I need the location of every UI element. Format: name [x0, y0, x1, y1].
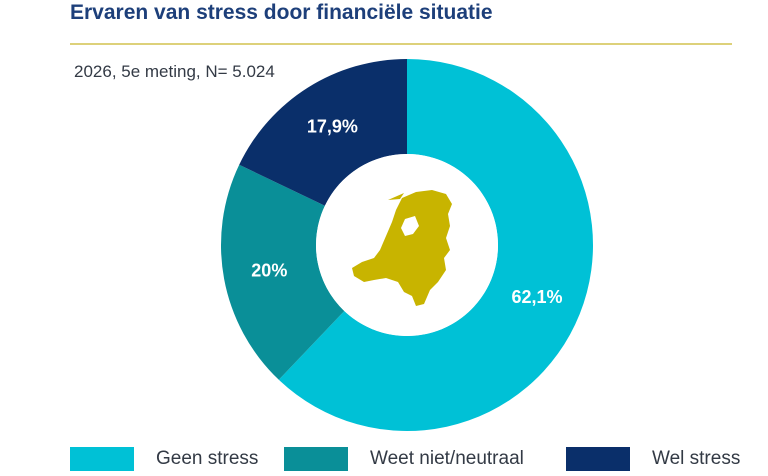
value-label-weet-niet-neutraal: 20% [251, 260, 287, 280]
value-label-geen-stress: 62,1% [511, 287, 562, 307]
legend-swatch [70, 447, 134, 471]
title-divider [70, 43, 732, 45]
legend-label: Geen stress [156, 448, 259, 469]
slice-geen-stress [278, 59, 593, 431]
legend-label: Weet niet/neutraal [370, 448, 524, 469]
legend-swatch [566, 447, 630, 471]
slice-wel-stress [239, 59, 407, 206]
chart-subtitle: 2026, 5e meting, N= 5.024 [74, 62, 275, 81]
slice-weet-niet-neutraal [220, 164, 345, 380]
legend-swatch [284, 447, 348, 471]
donut-value-labels: 62,1% 20% 17,9% [251, 117, 562, 307]
donut-chart: 62,1% 20% 17,9% [220, 59, 593, 431]
donut-slices [220, 59, 593, 431]
netherlands-map-icon [352, 190, 452, 306]
value-label-wel-stress: 17,9% [307, 117, 358, 137]
chart-title: Ervaren van stress door financiële situa… [70, 1, 493, 24]
legend-label: Wel stress [652, 448, 741, 469]
